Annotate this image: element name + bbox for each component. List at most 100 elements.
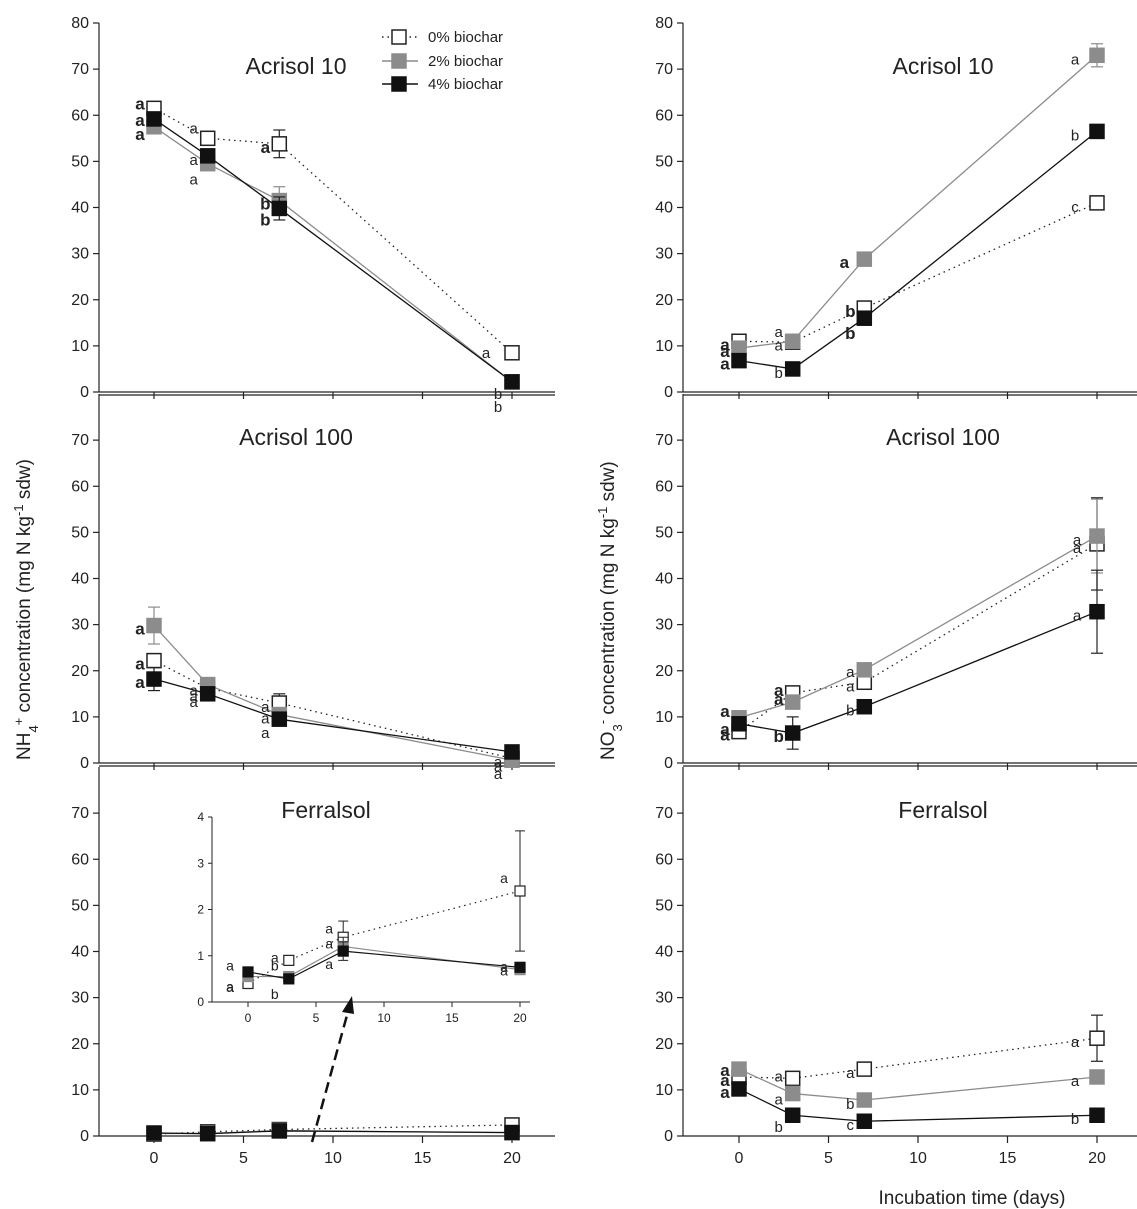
x-tick-label: 5 [824,1150,833,1167]
inset-series-line-2pct [248,945,521,978]
data-point-2pct [856,1092,873,1108]
significance-letter: a [261,725,270,742]
significance-letter: a [190,683,199,700]
significance-letter: a [774,681,784,700]
data-point-4pct [784,725,801,741]
legend-label-4pct: 4% biochar [428,76,503,93]
panel-title: Acrisol 100 [239,424,353,450]
significance-letter: a [1073,532,1082,549]
y-tick-label: 20 [71,1036,89,1053]
significance-letter: a [840,253,850,272]
significance-letter: a [774,690,784,709]
inset-x-tick-label: 0 [245,1011,252,1025]
significance-letter: a [135,655,145,674]
significance-letter: a [494,758,503,775]
significance-letter: b [845,302,855,321]
x-tick-label: 10 [324,1150,342,1167]
y-tick-label: 60 [71,478,89,495]
inset-significance-letter: b [271,958,279,974]
data-point-4pct [146,1125,162,1141]
y-tick-label: 30 [71,617,89,634]
significance-letter: b [1071,127,1079,144]
x-tick-label: 20 [503,1150,521,1167]
significance-letter: a [482,345,491,362]
y-tick-label: 50 [655,897,673,914]
data-point-4pct [731,716,747,732]
data-point-4pct [146,111,162,127]
y-tick-label: 70 [655,432,673,449]
x-tick-label: 15 [999,1150,1017,1167]
significance-letter: a [1073,540,1082,557]
y-tick-label: 80 [71,15,89,32]
legend-label-0pct: 0% biochar [428,29,503,46]
data-point-0pct [504,345,520,361]
x-tick-label: 0 [150,1150,159,1167]
inset-data-point-0pct [283,954,295,966]
data-point-4pct [856,698,873,715]
significance-letter: a [135,673,145,692]
y-tick-label: 30 [71,990,89,1007]
significance-letter: a [494,754,503,771]
significance-letter: a [720,355,730,374]
y-tick-label: 20 [655,663,673,680]
inset-data-point-0pct [514,885,526,897]
significance-letter: c [847,1117,855,1134]
data-point-4pct [1089,603,1105,620]
data-point-0pct [1089,1030,1105,1046]
legend-marker-0pct [391,29,407,45]
significance-letter: a [846,664,855,681]
significance-letter: a [190,152,199,169]
significance-letter: c [1071,199,1079,216]
inset-chart [208,816,530,1007]
significance-letter: b [845,324,855,343]
y-tick-label: 30 [655,617,673,634]
y-tick-label: 70 [71,805,89,822]
data-point-4pct [146,671,162,687]
significance-letter: b [1071,1111,1079,1128]
series-line-4pct [153,1130,513,1135]
panel-ammonium-1 [93,394,555,770]
inset-y-tick-label: 4 [197,810,204,824]
y-tick-label: 40 [655,571,673,588]
y-tick-label: 60 [71,851,89,868]
significance-letter: a [775,324,784,341]
y-tick-label: 50 [71,524,89,541]
y-tick-label: 0 [80,1128,89,1145]
data-point-4pct [784,361,801,377]
y-tick-label: 50 [655,153,673,170]
data-point-4pct [856,310,873,326]
y-tick-label: 20 [71,292,89,309]
data-point-2pct [784,1085,801,1102]
significance-letter: a [720,702,730,721]
significance-letter: b [846,1096,854,1113]
significance-letter: a [720,720,730,739]
y-tick-label: 30 [655,990,673,1007]
significance-letter: a [720,1083,730,1102]
significance-letter: a [846,678,855,695]
inset-y-tick-label: 2 [197,903,204,917]
panel-ammonium-0 [93,22,555,399]
y-tick-label: 70 [655,805,673,822]
inset-significance-letter: a [271,949,279,965]
significance-letter: a [846,1065,855,1082]
significance-letter: a [1071,51,1080,68]
data-point-2pct [784,694,801,710]
significance-letter: a [775,1068,784,1085]
panel-title: Ferralsol [898,797,987,823]
inset-y-tick-label: 1 [197,949,204,963]
inset-x-tick-label: 20 [513,1011,527,1025]
y-tick-label: 60 [71,107,89,124]
series-line-4pct [153,678,513,753]
inset-data-point-4pct [242,966,254,978]
data-point-4pct [731,352,747,369]
data-point-0pct [784,1070,801,1087]
data-point-4pct [199,1125,216,1142]
y-tick-label: 10 [655,709,673,726]
data-point-4pct [856,1113,873,1129]
y-tick-label: 0 [80,755,89,772]
inset-data-point-4pct [283,973,295,985]
significance-letter: b [775,365,783,382]
significance-letter: b [775,1119,783,1136]
inset-pointer-arrow [310,996,354,1143]
significance-letter: a [1073,608,1082,625]
